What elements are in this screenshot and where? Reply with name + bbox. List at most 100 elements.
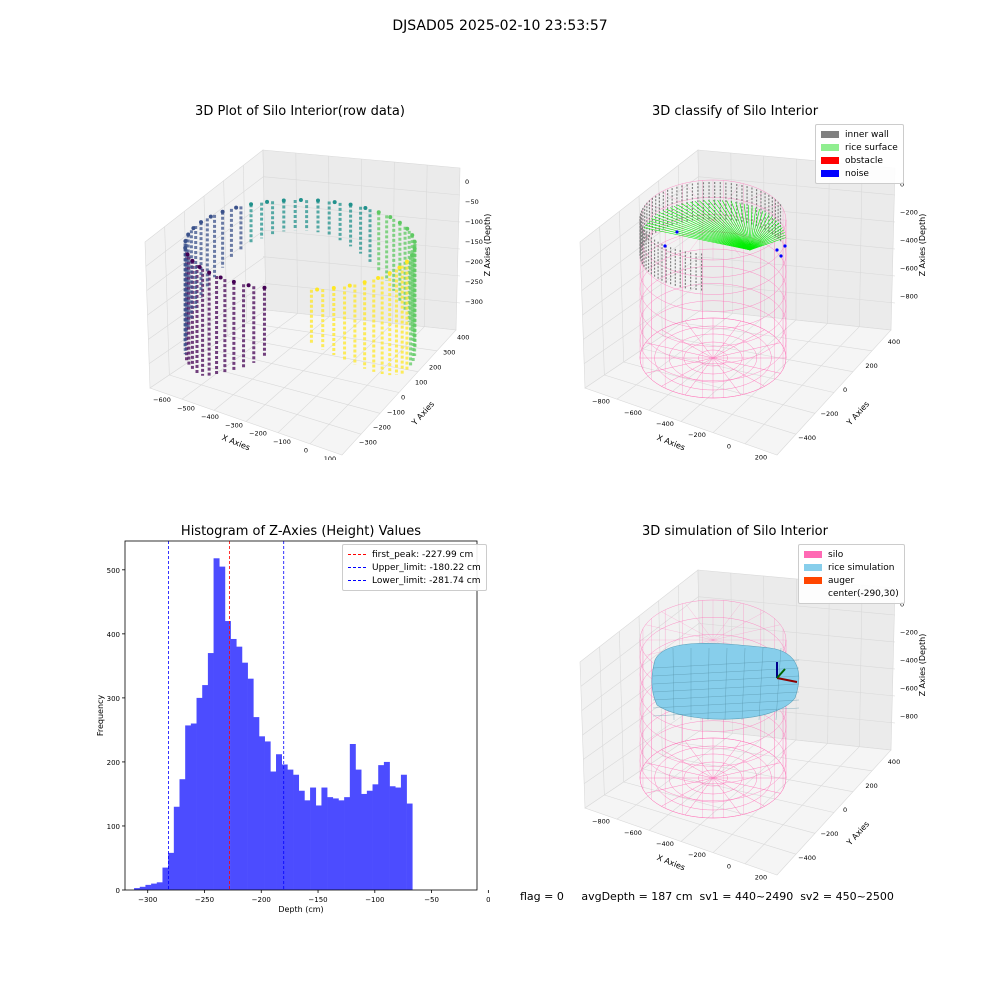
cls-noise-point bbox=[783, 244, 787, 248]
raw-scatter-point bbox=[331, 286, 336, 291]
cls-z-tick-label: −600 bbox=[900, 264, 918, 272]
cls-rice-surface-point bbox=[749, 229, 784, 251]
cls-rice-surface-point bbox=[749, 209, 760, 251]
y-tick-label: 100 bbox=[107, 823, 120, 831]
sim-rice-surface bbox=[651, 642, 800, 720]
histogram-bar bbox=[196, 697, 203, 890]
cls-rice-surface-point bbox=[749, 214, 770, 251]
cls-rice-surface-point bbox=[662, 210, 751, 251]
histogram-bar bbox=[270, 771, 277, 890]
cls-y-tick-label: 0 bbox=[843, 386, 847, 394]
cls-silo-floor-spoke bbox=[684, 357, 714, 396]
sim-rice-mesh bbox=[652, 667, 800, 677]
raw-scatter-point bbox=[265, 199, 270, 204]
cls-rice-surface-point bbox=[739, 202, 751, 251]
raw-scatter-point bbox=[262, 285, 267, 290]
sim-rice-mesh bbox=[775, 647, 782, 721]
histogram-bar bbox=[253, 717, 260, 890]
histogram-bar bbox=[406, 803, 413, 890]
sim-silo-floor-spoke bbox=[712, 740, 742, 779]
classify-3d-plot: −800 −600 −400 −200 0 200 −400 −200 0 200 400 0 −200… bbox=[579, 149, 927, 460]
raw-grid bbox=[262, 283, 461, 304]
raw-y-tick-label: −100 bbox=[387, 409, 405, 417]
cls-rice-surface-point bbox=[694, 201, 751, 251]
raw-scatter-point bbox=[298, 198, 303, 203]
histogram-bar bbox=[162, 867, 169, 890]
sim-auger-axis-x bbox=[776, 677, 798, 683]
legend-item-obstacle: obstacle bbox=[821, 154, 898, 167]
raw-x-tick-label: −400 bbox=[201, 413, 219, 421]
sim-rice-mesh bbox=[652, 699, 800, 709]
sim-y-tick-label: −200 bbox=[821, 830, 839, 838]
cls-rice-surface-point bbox=[646, 222, 751, 251]
histogram-frame bbox=[124, 540, 478, 891]
histogram-bar bbox=[315, 805, 322, 890]
cls-x-tick-label: −400 bbox=[656, 420, 674, 428]
cls-rice-surface-point bbox=[648, 220, 751, 251]
histogram-bar bbox=[241, 662, 248, 890]
sim-z-tick-label: −400 bbox=[900, 656, 918, 664]
sim-x-tick-label: −200 bbox=[688, 851, 706, 859]
histogram-bar bbox=[349, 743, 356, 890]
legend-item-rice-surface: rice surface bbox=[821, 141, 898, 154]
cls-silo-floor-spoke bbox=[661, 329, 714, 359]
sim-y-tick-label: 200 bbox=[865, 782, 877, 790]
histogram-panel: Histogram of Z-Axies (Height) Values −30… bbox=[80, 520, 490, 920]
histogram-bar bbox=[179, 779, 186, 890]
histogram-bar bbox=[372, 784, 379, 890]
sim-silo-floor-spoke bbox=[661, 749, 714, 779]
y-tick-label: 0 bbox=[116, 887, 120, 895]
raw-scatter-point bbox=[199, 220, 204, 225]
cls-rice-surface-point bbox=[749, 237, 786, 251]
cls-rice-surface-point bbox=[749, 212, 767, 251]
raw-x-tick-label: −500 bbox=[177, 405, 195, 413]
raw-scatter-point bbox=[348, 202, 353, 207]
cls-rice-surface-point bbox=[749, 210, 764, 251]
raw-scatter-point bbox=[191, 226, 196, 231]
raw-scatter-point bbox=[220, 209, 225, 214]
cls-rice-surface-point bbox=[749, 232, 785, 251]
raw-grid bbox=[262, 256, 461, 277]
histogram-bar bbox=[281, 764, 288, 890]
raw-z-tick-label: −50 bbox=[465, 198, 479, 206]
sim-z-tick-label: −600 bbox=[900, 684, 918, 692]
raw-scatter-point bbox=[387, 271, 392, 276]
cls-rice-surface-point bbox=[673, 205, 751, 251]
raw-scatter-point bbox=[412, 239, 417, 244]
cls-rice-surface-point bbox=[677, 204, 751, 251]
legend-item-lower-limit: Lower_limit: -281.74 cm bbox=[348, 574, 481, 587]
cls-rice-surface-point bbox=[653, 216, 751, 251]
histogram-bar bbox=[304, 800, 311, 890]
sim-silo-floor-spoke bbox=[684, 777, 714, 816]
sim-silo-floor-spoke bbox=[712, 777, 781, 794]
cls-silo-floor-spoke bbox=[645, 342, 714, 359]
x-tick-label: −100 bbox=[365, 896, 384, 904]
cls-rice-surface-point bbox=[749, 227, 783, 251]
raw-scatter-point bbox=[207, 270, 212, 275]
histogram-bar bbox=[139, 886, 146, 890]
raw-x-tick-label: 100 bbox=[324, 455, 336, 460]
sim-rice-mesh bbox=[741, 647, 746, 721]
raw-y-tick-label: 0 bbox=[401, 394, 405, 402]
raw-y-tick-label: 200 bbox=[429, 364, 441, 372]
sim-x-tick-label: −600 bbox=[624, 829, 642, 837]
raw-scatter-point bbox=[218, 275, 223, 280]
cls-rice-surface-point bbox=[749, 216, 773, 251]
cls-rice-surface-point bbox=[749, 207, 757, 251]
sim-x-tick-label: −800 bbox=[592, 818, 610, 826]
cls-silo-top-spoke bbox=[661, 219, 714, 249]
histogram-bar bbox=[321, 787, 328, 890]
cls-rice-surface-point bbox=[721, 200, 751, 251]
simulation-legend: silo rice simulation auger center(-290,3… bbox=[798, 544, 905, 604]
cls-rice-surface-point bbox=[726, 200, 751, 251]
raw-z-tick-label: −250 bbox=[465, 278, 483, 286]
histogram-bar bbox=[276, 754, 282, 890]
cls-z-tick-label: −800 bbox=[900, 292, 918, 300]
raw-scatter-point bbox=[315, 287, 320, 292]
histogram-bar bbox=[293, 774, 300, 890]
histogram-bar bbox=[190, 723, 197, 890]
cls-rice-surface-point bbox=[703, 200, 751, 251]
histogram-bar bbox=[156, 882, 163, 890]
raw-scatter-point bbox=[185, 252, 190, 257]
cls-silo-floor-spoke bbox=[712, 342, 781, 359]
